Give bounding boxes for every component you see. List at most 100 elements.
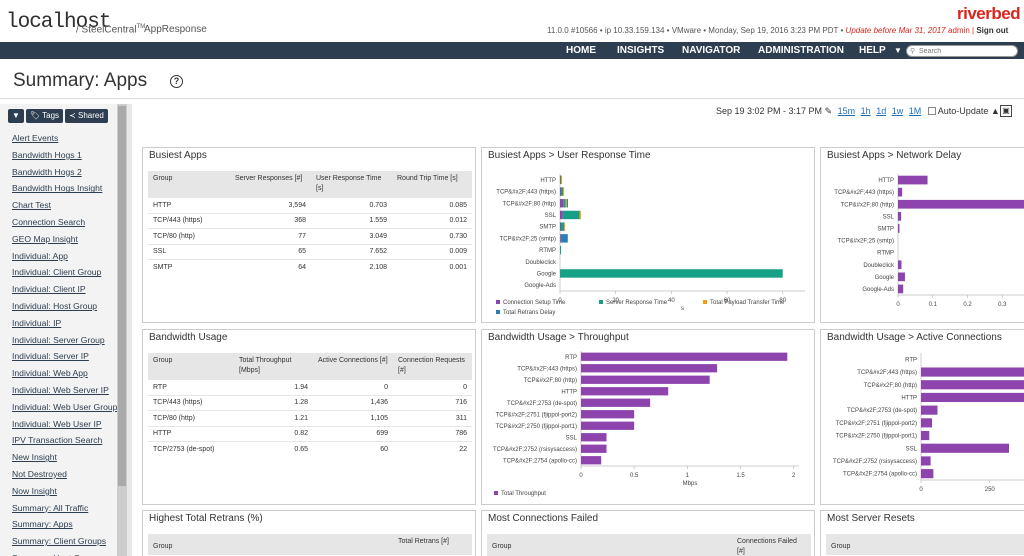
range-1M[interactable]: 1M bbox=[908, 106, 922, 116]
table-cell: 7.652 bbox=[311, 243, 392, 260]
column-header[interactable]: Round Trip Time [s] bbox=[392, 171, 472, 198]
nav-home[interactable]: HOME bbox=[566, 45, 596, 56]
table-row[interactable]: HTTP 3,594 0.703 0.085 bbox=[148, 197, 472, 213]
range-15m[interactable]: 15m bbox=[837, 106, 856, 116]
category-label: TCP&#x2F;2751 (fjippol-port2) bbox=[836, 421, 917, 427]
save-icon[interactable]: ▣ bbox=[1000, 105, 1012, 117]
legend-swatch bbox=[494, 491, 498, 495]
filter-icon[interactable]: ▼ bbox=[8, 109, 24, 123]
column-header[interactable]: Active Connections [#] bbox=[313, 353, 393, 380]
category-label: SMTP bbox=[539, 225, 556, 231]
table-row[interactable]: TCP/80 (http) 77 3.049 0.730 bbox=[148, 228, 472, 244]
bar bbox=[898, 187, 903, 197]
range-1h[interactable]: 1h bbox=[860, 106, 871, 116]
sidebar-item[interactable]: New Insight bbox=[12, 452, 57, 463]
sidebar-item[interactable]: Individual: Web User Group bbox=[12, 401, 118, 412]
table-cell: TCP/443 (https) bbox=[148, 212, 230, 229]
column-header[interactable]: Group bbox=[487, 534, 732, 556]
column-header[interactable]: User Response Time [s] bbox=[311, 171, 392, 198]
category-label: TCP&#x2F;2752 (rsisysaccess) bbox=[493, 447, 577, 453]
column-header[interactable]: Group bbox=[148, 171, 230, 198]
sidebar-item[interactable]: Individual: App bbox=[12, 250, 68, 261]
page-title: Summary: Apps bbox=[13, 70, 148, 91]
nav-help[interactable]: HELP bbox=[859, 45, 886, 56]
sidebar-item[interactable]: GEO Map Insight bbox=[12, 233, 78, 244]
update-warning[interactable]: Update before Mar 31, 2017 bbox=[845, 26, 946, 35]
sidebar-item[interactable]: IPV Transaction Search bbox=[12, 435, 103, 446]
category-label: TCP&#x2F;2752 (rsisysaccess) bbox=[833, 459, 917, 465]
sidebar-item[interactable]: Individual: Web User IP bbox=[12, 418, 102, 429]
sidebar-item[interactable]: Bandwidth Hogs 1 bbox=[12, 149, 82, 160]
sidebar-item[interactable]: Individual: Host Group bbox=[12, 300, 98, 311]
sidebar-item[interactable]: Summary: Apps bbox=[12, 519, 73, 530]
time-range: Sep 19 3:02 PM - 3:17 PM bbox=[716, 106, 823, 116]
column-header[interactable]: Group bbox=[148, 534, 393, 555]
sidebar-item[interactable]: Connection Search bbox=[12, 216, 86, 227]
sidebar-item[interactable]: Individual: Server IP bbox=[12, 351, 89, 362]
sidebar-splitter[interactable] bbox=[127, 104, 132, 556]
table-row[interactable]: SMTP 64 2.108 0.001 bbox=[148, 259, 472, 275]
sidebar-item[interactable]: Summary: All Traffic bbox=[12, 502, 89, 513]
share-icon: ≺ bbox=[69, 111, 76, 120]
panel-title: Most Server Resets bbox=[827, 513, 915, 524]
user-link[interactable]: admin bbox=[948, 26, 970, 35]
sidebar-item[interactable]: Bandwidth Hogs Insight bbox=[12, 183, 103, 194]
table-row[interactable]: TCP/443 (https) 1.28 1,436 716 bbox=[148, 394, 472, 411]
table-row[interactable]: TCP/443 (https) 368 1.559 0.012 bbox=[148, 212, 472, 229]
bar bbox=[564, 222, 566, 231]
x-tick-label: 0 bbox=[558, 298, 562, 304]
edit-icon[interactable]: ✎ bbox=[824, 106, 833, 116]
sidebar-item[interactable]: Individual: IP bbox=[12, 317, 62, 328]
sidebar-item[interactable]: Summary: Client Groups bbox=[12, 536, 107, 547]
host-logo[interactable]: localhost bbox=[6, 11, 111, 34]
column-header[interactable]: Total Retrans [#] bbox=[393, 534, 472, 555]
column-header[interactable]: Group bbox=[826, 534, 1024, 555]
product-name: / SteelCentralTM bbox=[76, 24, 146, 36]
range-1w[interactable]: 1w bbox=[891, 106, 904, 116]
sidebar-item[interactable]: Now Insight bbox=[12, 485, 57, 496]
nav-insights[interactable]: INSIGHTS bbox=[617, 45, 665, 56]
nav-navigator[interactable]: NAVIGATOR bbox=[682, 45, 741, 56]
sidebar-item[interactable]: Alert Events bbox=[12, 133, 59, 143]
sidebar-item[interactable]: Individual: Client IP bbox=[12, 284, 86, 295]
sidebar-item[interactable]: Individual: Web App bbox=[12, 368, 88, 379]
busiest-apps-table: Group Server Responses [#] User Response… bbox=[148, 171, 472, 275]
column-header[interactable]: Total Throughput [Mbps] bbox=[234, 353, 313, 380]
caret-down-icon[interactable]: ▼ bbox=[894, 46, 902, 55]
main-nav: HOME INSIGHTS NAVIGATOR ADMINISTRATION H… bbox=[0, 42, 1024, 59]
column-header[interactable]: Group bbox=[148, 353, 234, 380]
sidebar-scroll-thumb[interactable] bbox=[118, 106, 126, 486]
shared-button[interactable]: ≺ Shared bbox=[65, 109, 108, 123]
table-cell: TCP/2753 (de-spot) bbox=[148, 441, 234, 457]
auto-update-checkbox[interactable] bbox=[927, 107, 936, 115]
sidebar-item[interactable]: Summary: Host Groups bbox=[12, 550, 120, 556]
sidebar-item[interactable]: Individual: Web Server IP bbox=[12, 384, 109, 395]
table-row[interactable]: TCP/80 (http) 1.21 1,105 311 bbox=[148, 410, 472, 426]
sidebar-item[interactable]: Chart Test bbox=[12, 200, 52, 211]
network-delay-chart: HTTP TCP&#x2F;443 (https) TCP&#x2F;80 (htt… bbox=[834, 174, 1024, 308]
nav-administration[interactable]: ADMINISTRATION bbox=[758, 45, 844, 56]
x-tick-label: 0.1 bbox=[929, 302, 938, 308]
sidebar-item[interactable]: Individual: Client Group bbox=[12, 267, 102, 278]
bar bbox=[560, 222, 565, 231]
app-name: AppResponse bbox=[144, 24, 207, 35]
column-header[interactable]: Connections Failed [#] bbox=[732, 534, 811, 556]
table-row[interactable]: TCP/2753 (de-spot) 0.65 60 22 bbox=[148, 441, 472, 457]
signout-link[interactable]: Sign out bbox=[976, 26, 1009, 35]
range-1d[interactable]: 1d bbox=[876, 106, 887, 116]
help-icon[interactable]: ? bbox=[170, 75, 183, 88]
caret-up-icon[interactable]: ▲ bbox=[990, 106, 1000, 116]
table-row[interactable]: RTP 1.94 0 0 bbox=[148, 379, 472, 395]
sidebar-item[interactable]: Bandwidth Hogs 2 bbox=[12, 166, 82, 177]
bar bbox=[579, 210, 581, 220]
tags-button[interactable]: 🏷 Tags bbox=[25, 109, 64, 123]
table-row[interactable]: SSL 65 7.652 0.009 bbox=[148, 243, 472, 260]
bar bbox=[560, 245, 561, 255]
column-header[interactable]: Connection Requests [#] bbox=[393, 353, 472, 380]
sidebar-item[interactable]: Not Destroyed bbox=[12, 468, 67, 479]
table-row[interactable]: HTTP 0.82 699 786 bbox=[148, 425, 472, 442]
bar bbox=[898, 284, 904, 294]
search-input[interactable] bbox=[906, 45, 1018, 57]
column-header[interactable]: Server Responses [#] bbox=[230, 171, 311, 198]
sidebar-item[interactable]: Individual: Server Group bbox=[12, 334, 105, 345]
